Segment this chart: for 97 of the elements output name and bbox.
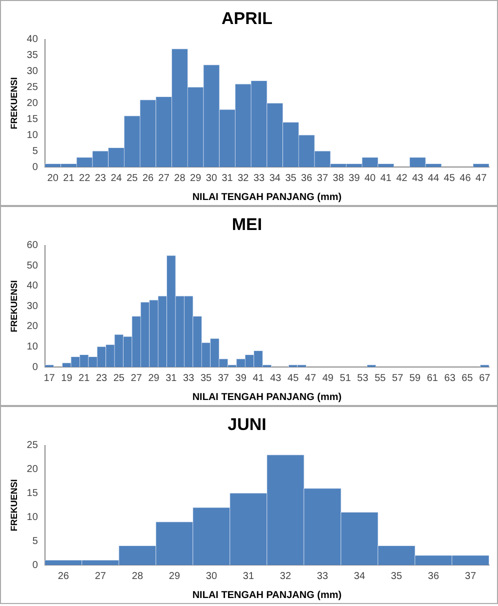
x-tick-label: 49 bbox=[322, 372, 334, 384]
x-tick-label: 30 bbox=[206, 570, 218, 582]
y-tick-label: 25 bbox=[26, 82, 38, 93]
x-tick-label: 25 bbox=[113, 372, 125, 384]
chart-title: APRIL bbox=[222, 8, 272, 28]
x-tick-label: 37 bbox=[316, 172, 328, 184]
x-tick-label: 46 bbox=[460, 172, 472, 184]
x-tick-label: 21 bbox=[78, 372, 90, 384]
x-tick-label: 37 bbox=[218, 372, 230, 384]
x-tick-label: 31 bbox=[222, 172, 234, 184]
y-tick-label: 25 bbox=[26, 440, 38, 452]
x-tick-label: 37 bbox=[464, 570, 476, 582]
x-tick-label: 30 bbox=[206, 172, 218, 184]
x-tick-label: 32 bbox=[238, 172, 250, 184]
x-tick-label: 23 bbox=[96, 372, 108, 384]
y-tick-label: 10 bbox=[26, 512, 38, 523]
y-tick-label: 20 bbox=[26, 321, 38, 332]
x-tick-label: 17 bbox=[44, 372, 56, 384]
x-tick-label: 27 bbox=[130, 372, 142, 384]
y-tick-label: 0 bbox=[32, 560, 38, 571]
x-axis-title: NILAI TENGAH PANJANG (mm) bbox=[192, 392, 342, 403]
x-tick-label: 47 bbox=[304, 372, 316, 384]
y-tick-label: 35 bbox=[26, 50, 38, 62]
y-tick-label: 10 bbox=[26, 341, 38, 352]
x-tick-label: 34 bbox=[354, 570, 366, 582]
x-tick-label: 51 bbox=[340, 372, 352, 384]
x-tick-label: 34 bbox=[269, 172, 281, 184]
x-axis-title: NILAI TENGAH PANJANG (mm) bbox=[192, 192, 342, 203]
x-tick-label: 65 bbox=[462, 372, 474, 384]
x-tick-label: 21 bbox=[63, 172, 75, 184]
x-tick-label: 24 bbox=[110, 172, 122, 184]
y-tick-label: 10 bbox=[26, 130, 38, 141]
x-tick-label: 19 bbox=[61, 372, 73, 384]
y-tick-label: 15 bbox=[26, 114, 38, 125]
x-tick-label: 28 bbox=[132, 570, 144, 582]
y-tick-label: 40 bbox=[26, 34, 38, 46]
x-tick-label: 26 bbox=[58, 570, 70, 582]
x-tick-label: 35 bbox=[285, 172, 297, 184]
x-tick-label: 27 bbox=[158, 172, 170, 184]
y-tick-label: 5 bbox=[32, 536, 38, 547]
x-tick-label: 22 bbox=[79, 172, 91, 184]
x-tick-label: 35 bbox=[390, 570, 402, 582]
x-tick-label: 33 bbox=[253, 172, 266, 184]
y-tick-label: 40 bbox=[26, 280, 38, 292]
x-tick-label: 29 bbox=[190, 172, 202, 184]
x-tick-label: 38 bbox=[332, 172, 344, 184]
x-tick-label: 33 bbox=[316, 570, 328, 582]
x-tick-label: 27 bbox=[94, 570, 106, 582]
x-tick-label: 36 bbox=[428, 570, 440, 582]
x-tick-label: 43 bbox=[270, 372, 282, 384]
y-axis-title: FREKUENSI bbox=[8, 77, 19, 130]
x-tick-label: 41 bbox=[252, 372, 264, 384]
y-tick-label: 30 bbox=[26, 300, 38, 312]
x-tick-label: 42 bbox=[396, 172, 408, 184]
y-axis-title: FREKUENSI bbox=[8, 479, 19, 532]
y-tick-label: 0 bbox=[32, 162, 38, 173]
x-tick-label: 26 bbox=[142, 172, 154, 184]
x-tick-label: 44 bbox=[428, 172, 440, 184]
x-tick-label: 32 bbox=[280, 570, 292, 582]
chart-title: MEI bbox=[232, 214, 262, 234]
x-tick-label: 28 bbox=[174, 172, 186, 184]
y-tick-label: 20 bbox=[26, 98, 38, 109]
x-tick-label: 45 bbox=[444, 172, 456, 184]
y-tick-label: 30 bbox=[26, 66, 38, 78]
x-tick-label: 53 bbox=[357, 372, 369, 384]
x-tick-label: 25 bbox=[126, 172, 138, 184]
x-axis-title: NILAI TENGAH PANJANG (mm) bbox=[192, 590, 342, 601]
x-tick-label: 33 bbox=[183, 372, 195, 384]
x-tick-label: 59 bbox=[409, 372, 421, 384]
x-tick-label: 57 bbox=[392, 372, 404, 384]
x-tick-label: 43 bbox=[412, 172, 424, 184]
x-tick-label: 40 bbox=[364, 172, 376, 184]
y-tick-label: 50 bbox=[26, 260, 38, 272]
y-tick-label: 5 bbox=[32, 146, 38, 157]
y-tick-label: 20 bbox=[26, 464, 38, 476]
x-tick-label: 35 bbox=[200, 372, 212, 384]
x-tick-label: 45 bbox=[288, 372, 300, 384]
x-tick-label: 47 bbox=[476, 172, 488, 184]
x-tick-label: 23 bbox=[94, 172, 106, 184]
x-tick-label: 39 bbox=[235, 372, 247, 384]
x-tick-label: 36 bbox=[301, 172, 313, 184]
chart-title: JUNI bbox=[228, 414, 266, 434]
y-axis-title: FREKUENSI bbox=[8, 280, 19, 332]
x-tick-label: 61 bbox=[426, 372, 438, 384]
x-tick-label: 20 bbox=[47, 172, 59, 184]
y-tick-label: 0 bbox=[32, 362, 38, 373]
x-tick-label: 63 bbox=[444, 372, 456, 384]
x-tick-label: 29 bbox=[148, 372, 160, 384]
x-tick-label: 55 bbox=[374, 372, 386, 384]
y-tick-label: 60 bbox=[26, 240, 38, 252]
x-tick-label: 31 bbox=[166, 372, 178, 384]
x-tick-label: 39 bbox=[348, 172, 360, 184]
x-tick-label: 31 bbox=[242, 570, 254, 582]
x-tick-label: 41 bbox=[380, 172, 392, 184]
y-tick-label: 15 bbox=[26, 488, 38, 499]
x-tick-label: 67 bbox=[479, 372, 491, 384]
x-tick-label: 29 bbox=[168, 570, 180, 582]
